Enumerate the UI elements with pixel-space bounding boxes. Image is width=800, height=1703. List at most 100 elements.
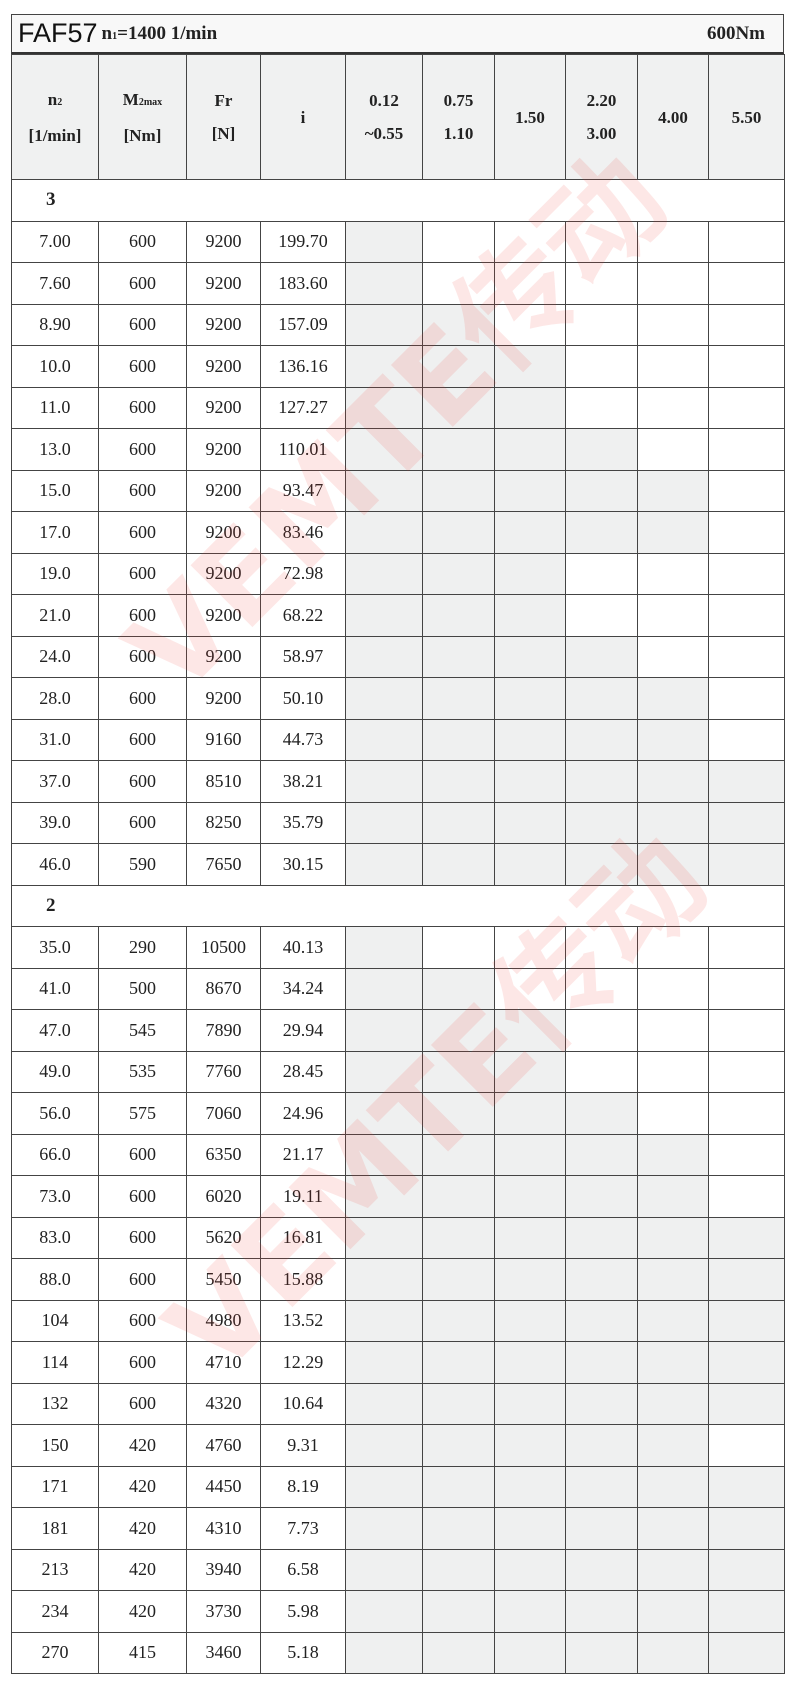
- power-cell-available: [494, 1216, 566, 1259]
- table-row: 150 420 4760 9.31: [11, 1424, 785, 1467]
- power-cell-available: [422, 345, 495, 388]
- table-row: 104 600 4980 13.52: [11, 1299, 785, 1342]
- n2-cell: 24.0: [11, 635, 99, 678]
- fr-cell: 9200: [186, 594, 261, 637]
- power-cell-available: [637, 801, 709, 844]
- ratio-cell: 7.73: [260, 1507, 346, 1550]
- power-cell-available: [565, 1133, 638, 1176]
- power-cell-empty: [708, 1092, 785, 1135]
- power-cell-available: [494, 386, 566, 429]
- m2max-cell: 590: [98, 843, 187, 886]
- fr-cell: 9200: [186, 303, 261, 346]
- fr-cell: 9200: [186, 552, 261, 595]
- ratio-cell: 16.81: [260, 1216, 346, 1259]
- power-cell-empty: [565, 386, 638, 429]
- m2max-cell: 600: [98, 469, 187, 512]
- power-cell-empty: [422, 220, 495, 263]
- ratio-cell: 50.10: [260, 677, 346, 720]
- m2max-cell: 420: [98, 1507, 187, 1550]
- ratio-cell: 24.96: [260, 1092, 346, 1135]
- power-cell-available: [637, 1424, 709, 1467]
- n2-cell: 171: [11, 1465, 99, 1508]
- table-row: 7.60 600 9200 183.60: [11, 262, 785, 305]
- n2-cell: 270: [11, 1631, 99, 1674]
- n2-cell: 213: [11, 1548, 99, 1591]
- header-fr: Fr [N]: [186, 54, 261, 180]
- ratio-cell: 30.15: [260, 843, 346, 886]
- power-cell-available: [637, 1590, 709, 1633]
- ratio-cell: 83.46: [260, 511, 346, 554]
- power-cell-available: [637, 469, 709, 512]
- power-cell-available: [494, 1424, 566, 1467]
- power-cell-available: [494, 428, 566, 471]
- n2-cell: 181: [11, 1507, 99, 1550]
- rated-torque: 600Nm: [706, 22, 765, 44]
- fr-cell: 3460: [186, 1631, 261, 1674]
- power-cell-available: [422, 1465, 495, 1508]
- power-cell-available: [494, 801, 566, 844]
- power-cell-empty: [637, 1050, 709, 1093]
- power-cell-available: [637, 1133, 709, 1176]
- power-cell-available: [565, 1548, 638, 1591]
- fr-cell: 9200: [186, 635, 261, 678]
- power-cell-available: [708, 1299, 785, 1342]
- power-cell-empty: [708, 1133, 785, 1176]
- table-row: 37.0 600 8510 38.21: [11, 760, 785, 803]
- power-cell-available: [708, 1507, 785, 1550]
- power-cell-empty: [422, 926, 495, 969]
- power-label: ~0.55: [364, 124, 404, 143]
- power-cell-available: [494, 1341, 566, 1384]
- ratio-cell: 72.98: [260, 552, 346, 595]
- table-row: 8.90 600 9200 157.09: [11, 303, 785, 346]
- power-cell-available: [422, 1258, 495, 1301]
- power-cell-available: [345, 843, 423, 886]
- n2-sub: 2: [57, 96, 63, 108]
- power-cell-available: [345, 1258, 423, 1301]
- power-cell-empty: [494, 926, 566, 969]
- n2-cell: 73.0: [11, 1175, 99, 1218]
- fr-cell: 3730: [186, 1590, 261, 1633]
- power-cell-available: [422, 1133, 495, 1176]
- power-cell-empty: [565, 1050, 638, 1093]
- fr-cell: 9200: [186, 469, 261, 512]
- power-cell-empty: [637, 635, 709, 678]
- power-cell-empty: [708, 594, 785, 637]
- n2-cell: 114: [11, 1341, 99, 1384]
- power-cell-available: [494, 760, 566, 803]
- m2max-cell: 600: [98, 760, 187, 803]
- m2max-cell: 420: [98, 1548, 187, 1591]
- m2max-cell: 600: [98, 552, 187, 595]
- ratio-cell: 29.94: [260, 1009, 346, 1052]
- power-cell-available: [345, 967, 423, 1010]
- power-cell-available: [708, 1382, 785, 1425]
- power-cell-empty: [637, 1092, 709, 1135]
- power-cell-available: [422, 1175, 495, 1218]
- power-label: 3.00: [586, 124, 617, 143]
- power-cell-available: [422, 1590, 495, 1633]
- fr-cell: 10500: [186, 926, 261, 969]
- header-m2max: M2max [Nm]: [98, 54, 187, 180]
- power-cell-available: [345, 511, 423, 554]
- table-title-bar: FAF57 n1=1400 1/min 600Nm: [11, 14, 784, 54]
- power-cell-available: [565, 1216, 638, 1259]
- power-cell-available: [345, 1548, 423, 1591]
- n2-cell: 132: [11, 1382, 99, 1425]
- power-cell-empty: [708, 345, 785, 388]
- fr-cell: 9160: [186, 718, 261, 761]
- table-row: 49.0 535 7760 28.45: [11, 1050, 785, 1093]
- fr-cell: 4320: [186, 1382, 261, 1425]
- table-row: 88.0 600 5450 15.88: [11, 1258, 785, 1301]
- power-cell-empty: [637, 303, 709, 346]
- table-row: 132 600 4320 10.64: [11, 1382, 785, 1425]
- ratio-cell: 12.29: [260, 1341, 346, 1384]
- ratio-cell: 34.24: [260, 967, 346, 1010]
- power-cell-available: [494, 552, 566, 595]
- m2max-cell: 535: [98, 1050, 187, 1093]
- table-row: 181 420 4310 7.73: [11, 1507, 785, 1550]
- m2max-cell: 600: [98, 677, 187, 720]
- m2max-cell: 600: [98, 386, 187, 429]
- power-cell-available: [345, 1050, 423, 1093]
- power-cell-available: [422, 1382, 495, 1425]
- power-cell-available: [494, 1092, 566, 1135]
- table-row: 39.0 600 8250 35.79: [11, 801, 785, 844]
